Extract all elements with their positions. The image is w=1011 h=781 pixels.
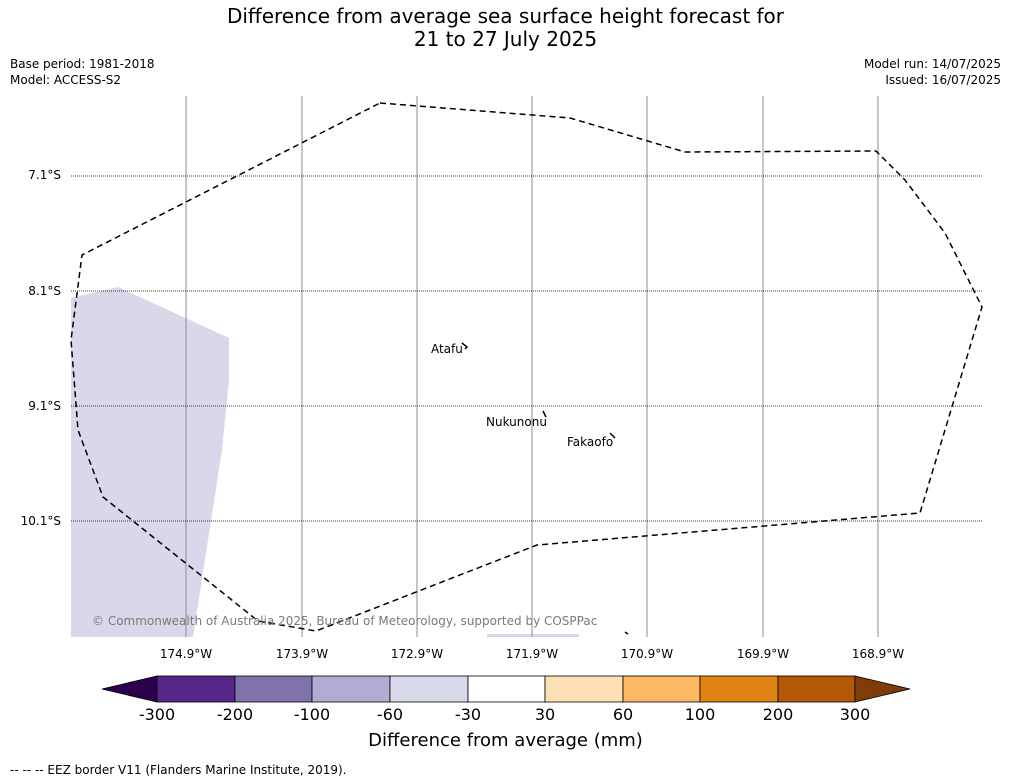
colorbar-tick: 200 xyxy=(762,705,794,724)
map-title: Difference from average sea surface heig… xyxy=(0,5,1011,51)
colorbar-tick: -300 xyxy=(138,705,176,724)
place-atafu: Atafu xyxy=(431,342,463,356)
eez-footnote: -- -- -- EEZ border V11 (Flanders Marine… xyxy=(10,763,347,777)
colorbar-tick: 100 xyxy=(684,705,716,724)
lat-label: 10.1°S xyxy=(20,514,61,528)
colorbar-swatch xyxy=(777,675,856,703)
colorbar-swatch xyxy=(622,675,701,703)
lon-label: 172.9°W xyxy=(390,647,444,661)
meta-right: Model run: 14/07/2025 Issued: 16/07/2025 xyxy=(864,56,1001,88)
colorbar-tick: -200 xyxy=(216,705,254,724)
colorbar-swatch xyxy=(234,675,313,703)
lon-label: 173.9°W xyxy=(275,647,329,661)
title-line-1: Difference from average sea surface heig… xyxy=(226,4,785,28)
anomaly-region-bottom xyxy=(487,634,579,637)
colorbar xyxy=(101,675,911,703)
colorbar-swatch xyxy=(156,675,236,703)
meridian-lines xyxy=(185,96,879,637)
lon-label: 171.9°W xyxy=(505,647,559,661)
colorbar-label: Difference from average (mm) xyxy=(368,730,643,751)
colorbar-swatch-max xyxy=(854,675,911,703)
model-run: Model run: 14/07/2025 xyxy=(863,57,1001,71)
lon-label: 170.9°W xyxy=(620,647,674,661)
nukunonu-island xyxy=(542,410,547,418)
issued-date: Issued: 16/07/2025 xyxy=(885,73,1001,87)
lon-label: 168.9°W xyxy=(851,647,905,661)
eez-border xyxy=(70,102,983,632)
lon-label: 169.9°W xyxy=(736,647,790,661)
title-line-2: 21 to 27 July 2025 xyxy=(413,27,598,51)
colorbar-tick: -60 xyxy=(376,705,404,724)
colorbar-swatch xyxy=(311,675,391,703)
atafu-island xyxy=(461,342,469,350)
lat-label: 7.1°S xyxy=(28,168,61,182)
place-fakaofo: Fakaofo xyxy=(567,435,614,449)
model-name: Model: ACCESS-S2 xyxy=(10,73,122,87)
anomaly-region xyxy=(71,287,229,637)
colorbar-tick: -100 xyxy=(293,705,331,724)
lon-label: 174.9°W xyxy=(159,647,213,661)
lat-label: 9.1°S xyxy=(28,399,61,413)
meta-left: Base period: 1981-2018 Model: ACCESS-S2 xyxy=(10,56,155,88)
copyright-notice: © Commonwealth of Australia 2025, Bureau… xyxy=(92,614,598,628)
colorbar-swatch-min xyxy=(101,675,158,703)
small-island xyxy=(624,631,629,635)
fakaofo-island xyxy=(609,432,616,439)
colorbar-swatch xyxy=(389,675,469,703)
colorbar-tick: 300 xyxy=(839,705,871,724)
place-nukunonu: Nukunonu xyxy=(486,415,547,429)
colorbar-tick: -30 xyxy=(454,705,482,724)
colorbar-tick: 60 xyxy=(612,705,634,724)
colorbar-tick: 30 xyxy=(534,705,556,724)
colorbar-swatch xyxy=(467,675,546,703)
base-period: Base period: 1981-2018 xyxy=(10,57,155,71)
lat-label: 8.1°S xyxy=(28,284,61,298)
colorbar-swatch xyxy=(699,675,779,703)
colorbar-swatch xyxy=(544,675,624,703)
